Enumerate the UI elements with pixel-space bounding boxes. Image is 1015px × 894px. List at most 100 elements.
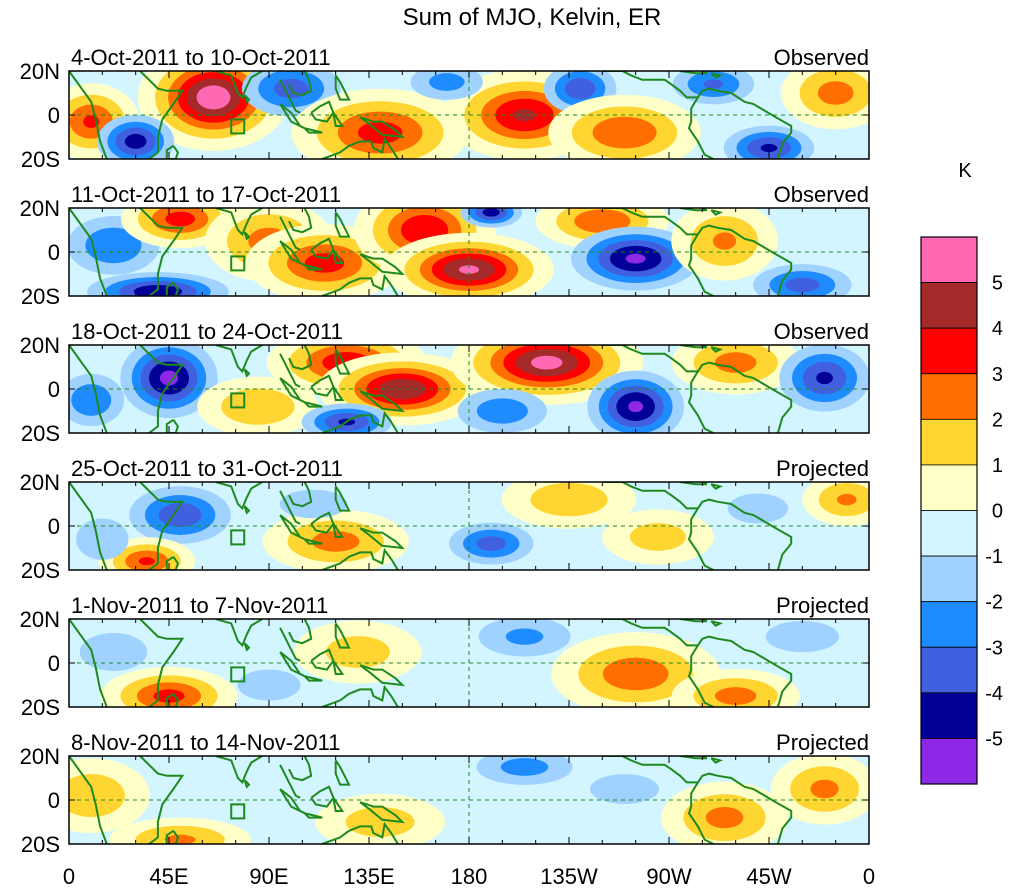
region-box [230, 666, 246, 683]
anomaly-contour [76, 518, 129, 560]
coastline [139, 756, 185, 844]
colorbar-swatch [920, 236, 978, 283]
coastline [288, 756, 313, 782]
panel-status-label: Projected [776, 730, 869, 755]
y-tick-label: 0 [48, 377, 60, 402]
anomaly-contour [159, 370, 179, 386]
panel-period-label: 1-Nov-2011 to 7-Nov-2011 [71, 593, 328, 618]
x-tick-label: 45E [149, 864, 188, 889]
coastline [69, 756, 108, 844]
anomaly-contour [727, 493, 789, 524]
colorbar-swatch [920, 646, 978, 694]
anomaly-contour [325, 636, 390, 668]
panel-status-label: Projected [776, 593, 869, 618]
coastline [165, 829, 180, 844]
coastline [139, 482, 185, 570]
coastline [687, 781, 714, 844]
coastline [279, 216, 301, 251]
panel-5: 20N 0 20S 1-Nov-2011 to 7-Nov-2011 Projected [20, 593, 870, 720]
colorbar: 5 4 3 2 1 0 -1 -2 -3 -4 -5 [920, 236, 1003, 785]
anomaly-contour [513, 108, 536, 122]
anomaly-contour [629, 523, 686, 551]
y-tick-label: 20S [21, 695, 60, 720]
coastline [139, 208, 185, 296]
coastline [243, 368, 251, 378]
coastline [679, 71, 708, 75]
coastline [165, 418, 180, 433]
panel-plot-area [69, 482, 869, 570]
panel-plot-area [69, 208, 869, 296]
colorbar-swatch [920, 282, 978, 329]
y-tick-label: 20S [21, 421, 60, 446]
colorbar-swatch [920, 555, 978, 603]
coastline [687, 644, 714, 707]
coastline [279, 764, 301, 799]
anomaly-contour [714, 687, 757, 705]
coastline [279, 651, 306, 678]
coastline [710, 620, 723, 627]
anomaly-contour [505, 628, 544, 645]
colorbar-swatch [920, 692, 978, 739]
coastline [687, 370, 714, 433]
coastline [687, 233, 714, 296]
colorbar-frame [920, 236, 978, 785]
colorbar-swatch [920, 738, 978, 785]
anomaly-contour [760, 143, 778, 153]
x-tick-label: 45W [746, 864, 791, 889]
coastline [215, 208, 263, 237]
coastline [303, 675, 323, 682]
anomaly-contour [628, 401, 644, 413]
coastline [279, 627, 301, 662]
colorbar-tick-label: -2 [985, 592, 1003, 614]
y-tick-label: 20N [20, 59, 60, 84]
anomaly-contour [602, 657, 669, 691]
anomaly-contour [816, 371, 833, 385]
panel-1: 20N 0 20S 4-Oct-2011 to 10-Oct-2011 Observed [20, 45, 870, 172]
colorbar-swatch [920, 373, 978, 420]
coastline [334, 211, 351, 238]
coastline [165, 555, 180, 570]
x-tick-label: 180 [451, 864, 488, 889]
coastline [697, 224, 793, 296]
coastline [165, 281, 180, 296]
colorbar-swatch [920, 601, 978, 648]
anomaly-contour [817, 81, 854, 105]
anomaly-contour [531, 355, 563, 370]
region-box [230, 255, 246, 272]
anomaly-contour [785, 277, 820, 293]
coastline [279, 788, 306, 815]
coastline [69, 208, 108, 296]
coastline [279, 514, 306, 541]
coastline [165, 144, 180, 159]
panel-period-label: 11-Oct-2011 to 17-Oct-2011 [71, 182, 341, 207]
panel-status-label: Projected [776, 456, 869, 481]
coastline [139, 345, 185, 433]
coastline [288, 71, 313, 97]
panel-4: 20N 0 20S 25-Oct-2011 to 31-Oct-2011 Project… [20, 456, 870, 583]
colorbar-tick-label: -1 [985, 546, 1003, 568]
coastline [303, 264, 323, 271]
colorbar-tick-label: -5 [985, 728, 1003, 750]
coastline [243, 779, 251, 789]
region-box [230, 803, 246, 820]
anomaly-contour [279, 489, 348, 519]
coastline [303, 127, 323, 134]
coastline [303, 812, 323, 819]
coastline [288, 208, 313, 234]
coastline [215, 482, 263, 511]
colorbar-tick-label: 4 [992, 318, 1003, 340]
coastline [288, 345, 313, 371]
coastline [69, 482, 108, 570]
panel-plot-area [69, 619, 869, 707]
anomaly-contour [574, 209, 631, 234]
colorbar-swatch [920, 327, 978, 375]
panel-status-label: Observed [774, 45, 869, 70]
coastline [334, 485, 351, 512]
coastline [334, 348, 351, 375]
coastline [279, 377, 306, 404]
coastline [303, 538, 323, 545]
coastline [243, 505, 251, 515]
anomaly-contour [714, 352, 757, 373]
